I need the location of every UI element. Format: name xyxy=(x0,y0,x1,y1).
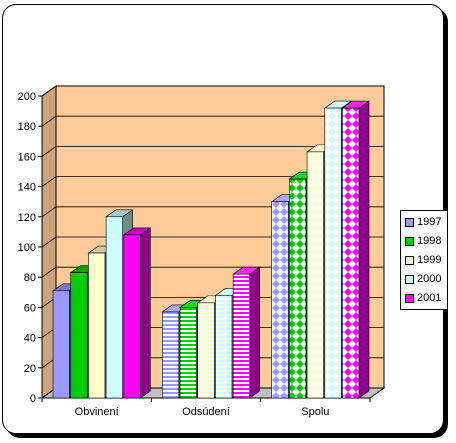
gridline xyxy=(41,85,384,97)
legend-swatch-1999 xyxy=(405,255,414,265)
legend-label-2001: 2001 xyxy=(417,291,442,304)
y-tick-label: 60 xyxy=(24,302,36,314)
bar-1998-2 xyxy=(289,178,307,399)
bar-1998-0 xyxy=(70,272,88,399)
legend-item-1998: 1998 xyxy=(405,234,449,248)
legend-swatch-1997 xyxy=(405,217,414,227)
legend-item-2000: 2000 xyxy=(405,272,449,286)
bar-1998-1 xyxy=(179,307,197,399)
y-tick-label: 180 xyxy=(18,121,36,133)
y-tick-label: 160 xyxy=(18,151,36,163)
y-tick-label: 140 xyxy=(18,182,36,194)
bar-1997-1 xyxy=(162,311,180,399)
bar-side-2001-0 xyxy=(140,227,151,399)
y-tick-label: 120 xyxy=(18,212,36,224)
bar-side-2001-1 xyxy=(249,266,260,399)
bar-1999-2 xyxy=(306,151,324,399)
legend-label-1998: 1998 xyxy=(417,234,442,247)
legend-item-2001: 2001 xyxy=(405,291,449,305)
gridline xyxy=(41,176,384,187)
y-tick-label: 20 xyxy=(24,363,36,375)
legend: 1997 1998 1999 2000 2001 xyxy=(400,210,448,310)
legend-label-1999: 1999 xyxy=(417,253,442,266)
bar-2000-0 xyxy=(105,216,123,399)
legend-swatch-2001 xyxy=(405,293,414,303)
bar-2000-1 xyxy=(215,295,233,399)
x-tick-label: Odsúdení xyxy=(182,406,230,418)
x-tick-label: Spolu xyxy=(301,406,329,418)
y-tick-label: 0 xyxy=(30,393,36,405)
bar-1999-0 xyxy=(88,252,106,399)
legend-swatch-2000 xyxy=(405,274,414,284)
legend-item-1999: 1999 xyxy=(405,253,449,267)
bar-1997-0 xyxy=(52,290,70,399)
legend-label-1997: 1997 xyxy=(417,215,442,228)
legend-item-1997: 1997 xyxy=(405,215,449,229)
y-tick-label: 200 xyxy=(18,91,36,103)
x-tick-label: Obvinení xyxy=(75,406,119,418)
bar-1997-2 xyxy=(271,201,289,399)
bar-2001-2 xyxy=(342,107,360,399)
y-tick-label: 80 xyxy=(24,272,36,284)
bar-2000-2 xyxy=(324,107,342,399)
y-tick-label: 100 xyxy=(18,242,36,254)
legend-label-2000: 2000 xyxy=(417,272,442,285)
bar-1999-1 xyxy=(197,302,215,399)
bar-side-2001-2 xyxy=(358,100,370,399)
legend-swatch-1998 xyxy=(405,236,414,246)
gridline xyxy=(41,115,384,127)
bar-2001-0 xyxy=(123,234,141,399)
bar-2001-1 xyxy=(232,273,250,399)
y-tick-label: 40 xyxy=(24,333,36,345)
gridline xyxy=(41,145,384,157)
